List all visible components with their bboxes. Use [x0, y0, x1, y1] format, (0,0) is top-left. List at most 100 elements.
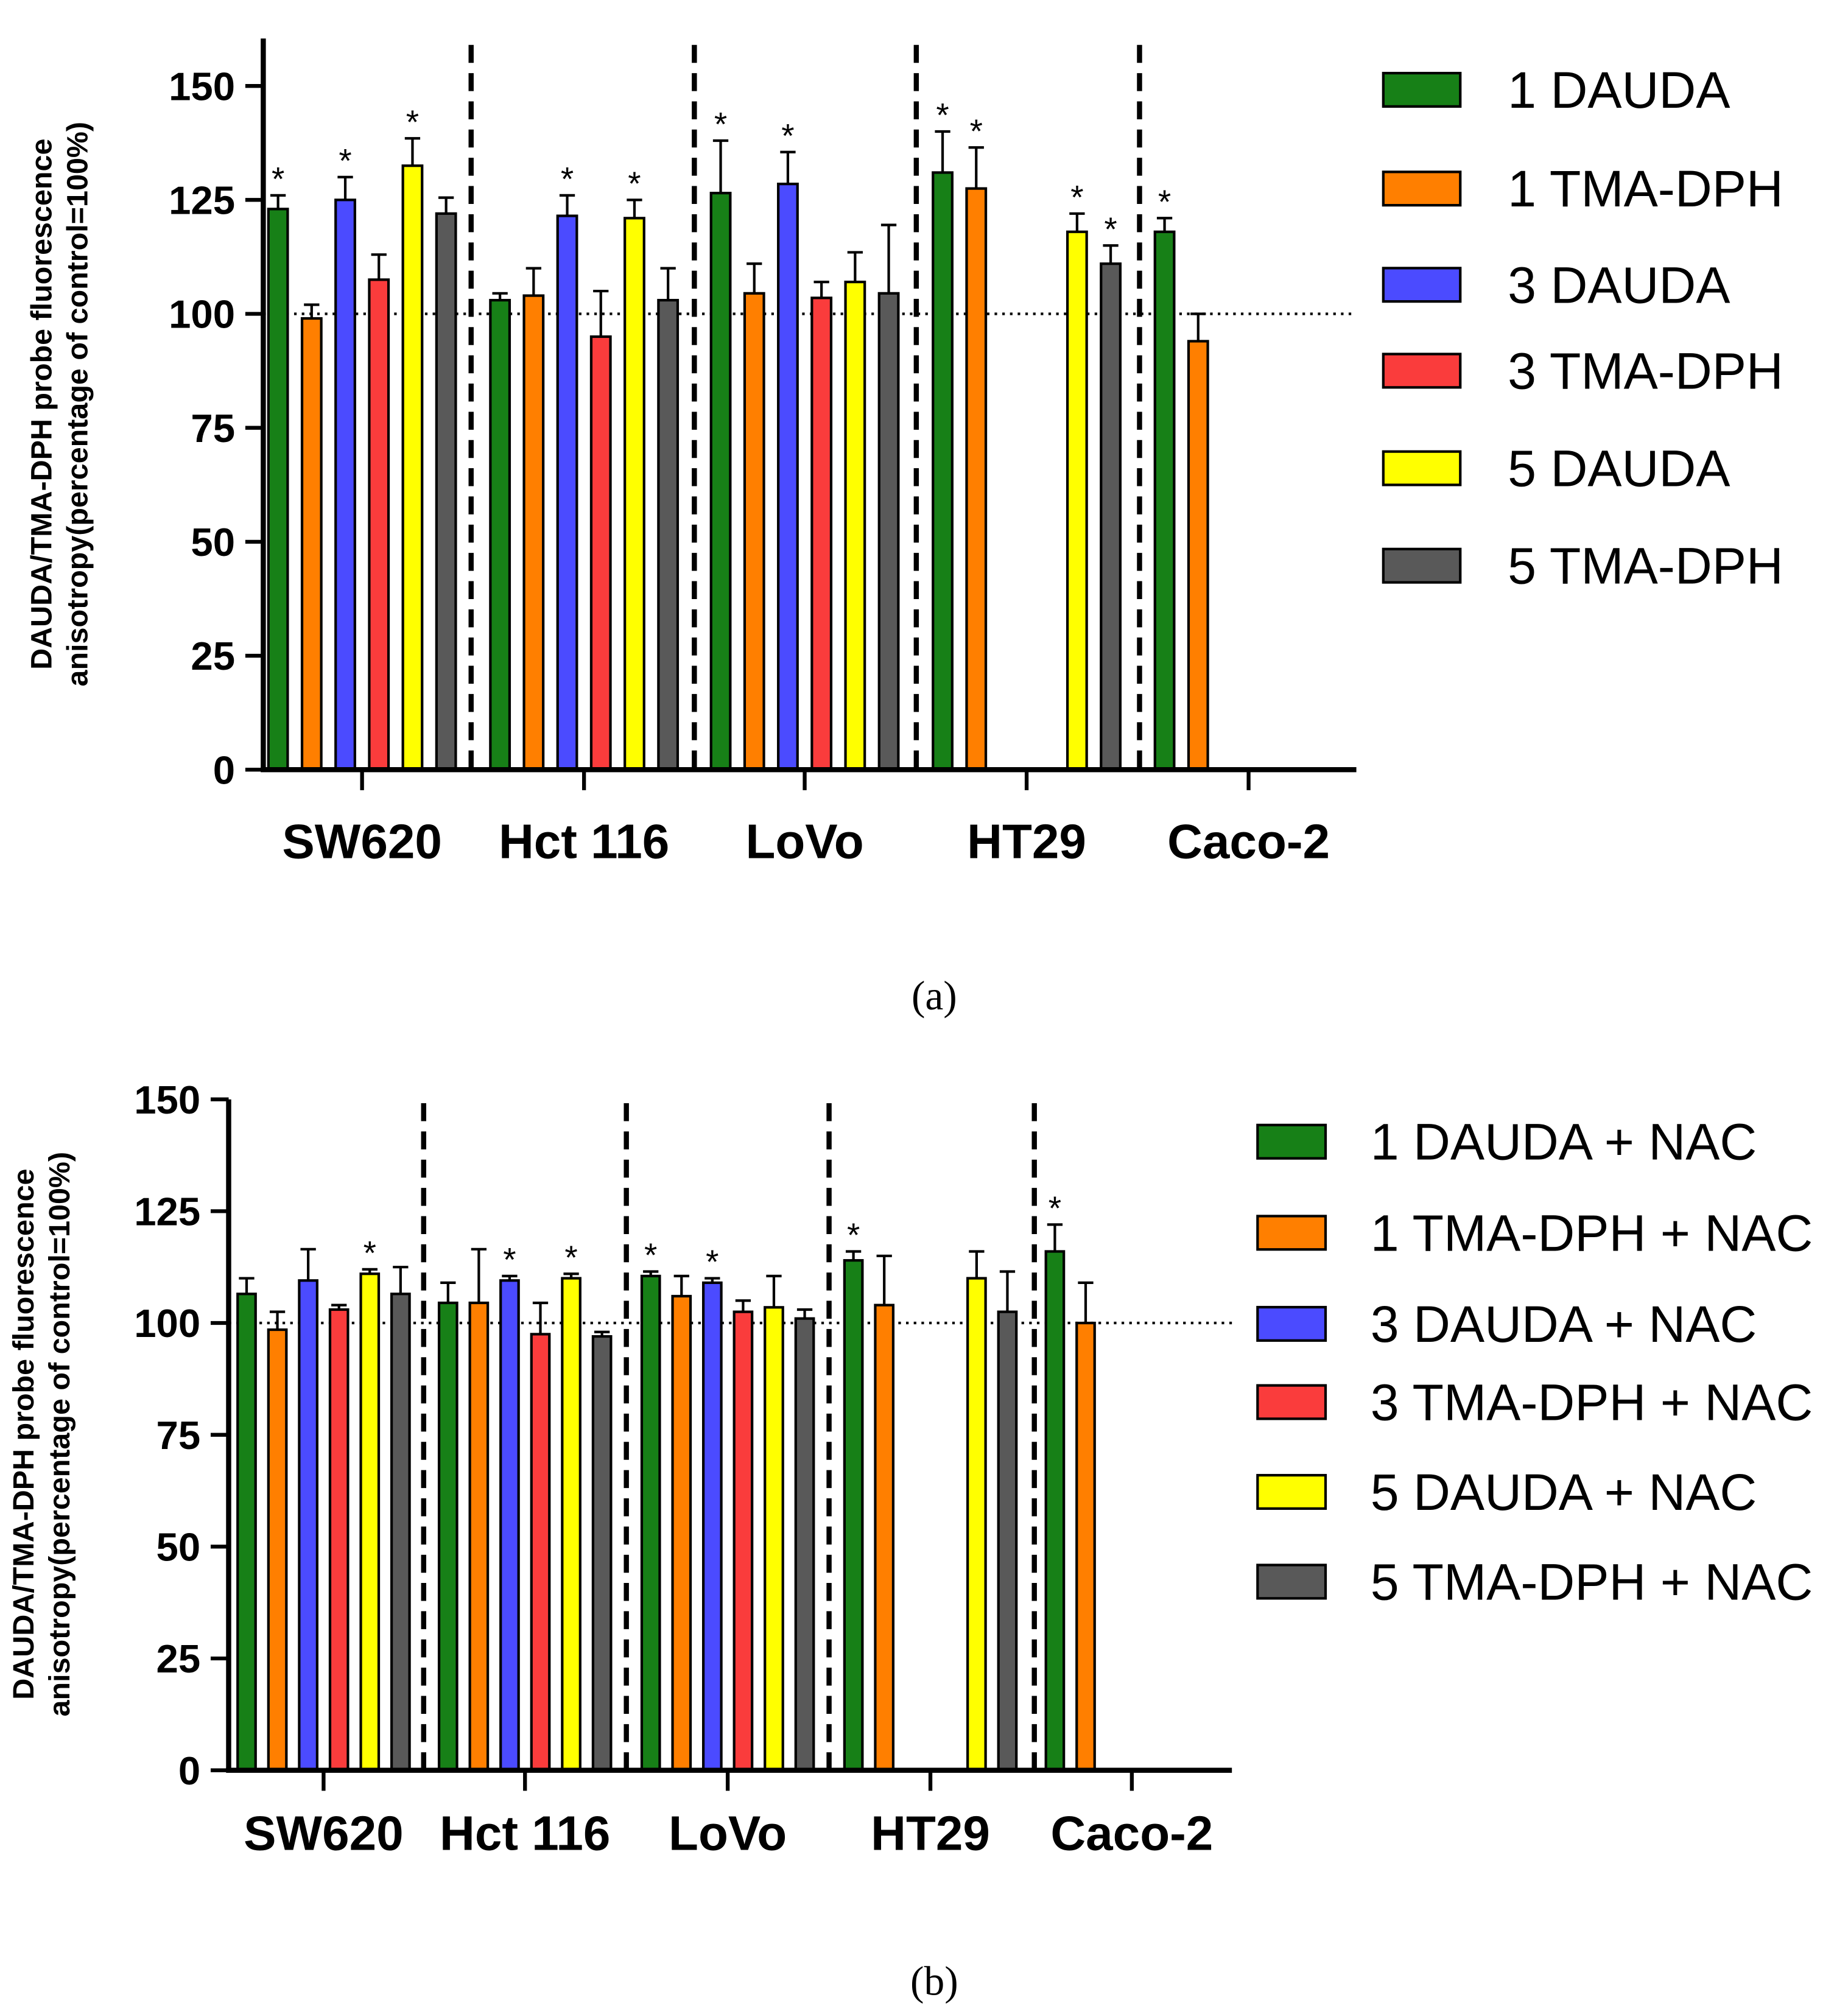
bar-ht29-4	[966, 1277, 987, 1772]
significance-star: *	[847, 1216, 860, 1254]
bar-lovo-0	[640, 1274, 661, 1772]
bar-hct116-4	[624, 217, 645, 771]
x-tick-label: LoVo	[745, 815, 863, 869]
legend-swatch	[1382, 450, 1462, 486]
bar-hct116-3	[589, 335, 612, 771]
bar-ht29-0	[932, 171, 954, 771]
panel-caption: (b)	[910, 1958, 958, 2004]
legend-label: 3 DAUDA	[1508, 256, 1730, 314]
bar-sw620-5	[390, 1293, 411, 1772]
legend-swatch	[1256, 1563, 1327, 1600]
bar-lovo-2	[701, 1281, 723, 1772]
bar-sw620-3	[328, 1308, 350, 1772]
bar-hct116-5	[591, 1335, 613, 1772]
y-tick-label: 75	[191, 406, 235, 451]
y-tick-label: 25	[156, 1637, 201, 1681]
y-axis-label: anisotropy(percentage of control=100%)	[61, 122, 94, 687]
legend-swatch	[1382, 267, 1462, 303]
significance-star: *	[272, 160, 284, 197]
y-tick-label: 125	[169, 178, 235, 223]
significance-star: *	[364, 1233, 376, 1271]
bar-ht29-0	[843, 1259, 864, 1772]
bar-sw620-1	[300, 317, 323, 771]
bar-hct116-3	[530, 1333, 551, 1772]
bar-hct116-0	[489, 298, 511, 771]
y-axis-label: anisotropy(percentage of control=100%)	[43, 1152, 76, 1717]
bar-lovo-1	[671, 1294, 692, 1772]
bar-sw620-2	[334, 198, 356, 771]
legend-label: 1 DAUDA	[1508, 61, 1730, 119]
bar-sw620-2	[298, 1279, 318, 1772]
legend-swatch	[1256, 1305, 1327, 1342]
y-tick-label: 50	[156, 1525, 201, 1570]
significance-star: *	[706, 1243, 718, 1280]
bar-lovo-2	[777, 183, 799, 771]
bar-sw620-4	[401, 164, 424, 771]
legend-swatch	[1256, 1473, 1327, 1510]
significance-star: *	[1158, 183, 1171, 220]
x-tick-label: HT29	[967, 815, 1086, 869]
bar-ht29-1	[874, 1303, 895, 1772]
bar-lovo-4	[764, 1306, 784, 1772]
x-tick-label: Caco-2	[1167, 815, 1330, 869]
significance-star: *	[1070, 178, 1083, 216]
legend-label: 1 TMA-DPH + NAC	[1371, 1204, 1813, 1261]
bar-hct116-0	[437, 1301, 458, 1772]
bar-hct116-1	[468, 1301, 490, 1772]
significance-star: *	[644, 1236, 657, 1274]
y-tick-label: 75	[156, 1413, 201, 1458]
significance-star: *	[781, 116, 794, 154]
significance-star: *	[406, 103, 419, 141]
bar-ht29-1	[965, 187, 988, 771]
legend-label: 5 TMA-DPH	[1508, 538, 1783, 595]
bar-lovo-5	[877, 292, 900, 771]
legend-swatch	[1256, 1384, 1327, 1420]
legend: 1 DAUDA 1 TMA-DPH 3 DAUDA 3 TMA-DPH 5 DAUDA 5…	[1382, 61, 1783, 595]
bar-sw620-3	[368, 278, 390, 771]
y-tick-label: 150	[134, 1078, 200, 1122]
x-tick-label: LoVo	[669, 1806, 787, 1860]
bar-lovo-5	[794, 1317, 815, 1772]
legend-label: 3 TMA-DPH	[1508, 342, 1783, 399]
legend-swatch	[1382, 71, 1462, 108]
legend-label: 5 DAUDA	[1508, 440, 1730, 497]
bar-lovo-3	[810, 296, 833, 771]
bar-hct116-5	[657, 298, 680, 771]
legend-swatch	[1382, 547, 1462, 584]
bar-sw620-0	[236, 1293, 257, 1772]
bar-caco-2-0	[1153, 230, 1176, 771]
significance-star: *	[1049, 1189, 1061, 1227]
legend-swatch	[1256, 1123, 1327, 1160]
legend-label: 3 TMA-DPH + NAC	[1371, 1374, 1813, 1431]
significance-star: *	[561, 160, 574, 197]
y-tick-label: 125	[134, 1190, 200, 1234]
legend-label: 3 DAUDA + NAC	[1371, 1296, 1757, 1353]
y-tick-label: 100	[134, 1301, 200, 1346]
bar-caco-2-0	[1044, 1250, 1066, 1772]
bar-hct116-4	[561, 1277, 581, 1772]
bar-sw620-0	[267, 208, 289, 771]
bar-lovo-0	[709, 192, 732, 771]
bar-hct116-2	[556, 214, 578, 771]
bar-sw620-4	[359, 1272, 381, 1772]
significance-star: *	[503, 1240, 516, 1278]
legend-swatch	[1382, 170, 1462, 207]
y-axis-label: DAUDA/TMA-DPH probe fluorescence	[26, 139, 58, 670]
bar-sw620-5	[435, 212, 457, 771]
legend: 1 DAUDA + NAC 1 TMA-DPH + NAC 3 DAUDA + NA…	[1256, 1114, 1813, 1610]
legend-swatch	[1256, 1215, 1327, 1251]
bar-ht29-5	[1100, 262, 1122, 771]
y-tick-label: 25	[191, 634, 235, 678]
chart-panel-b: 0 25 50 75 100 125 150 * * * * * * * SW620 Hct 116 LoVo H…	[7, 1078, 1813, 2004]
bar-lovo-1	[743, 292, 765, 771]
significance-star: *	[1104, 210, 1117, 248]
legend-label: 5 DAUDA + NAC	[1371, 1464, 1757, 1521]
panel-caption: (a)	[912, 973, 957, 1019]
bar-caco-2-1	[1075, 1321, 1096, 1772]
significance-star: *	[970, 112, 983, 150]
bar-lovo-3	[733, 1310, 754, 1772]
bar-hct116-1	[522, 294, 545, 771]
significance-star: *	[936, 96, 949, 134]
x-tick-label: SW620	[282, 815, 442, 869]
